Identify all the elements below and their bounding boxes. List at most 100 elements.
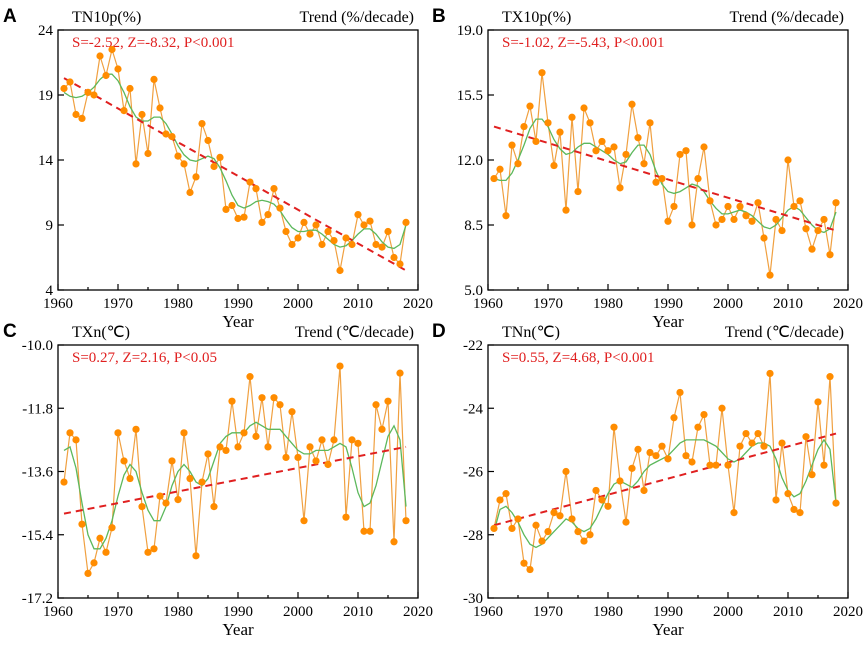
- data-point: [658, 442, 666, 450]
- data-point: [742, 429, 750, 438]
- data-point: [646, 448, 654, 457]
- data-point: [144, 548, 152, 556]
- data-point: [348, 436, 356, 444]
- x-tick-label: 1960: [43, 296, 73, 312]
- data-point: [150, 545, 158, 553]
- data-point: [712, 221, 720, 229]
- y-tick-label: -17.2: [22, 591, 53, 607]
- panel-label: A: [3, 6, 17, 27]
- y-tick-label: -22: [463, 338, 483, 354]
- data-point: [276, 204, 284, 212]
- data-point: [78, 114, 86, 122]
- data-point: [132, 425, 140, 433]
- panel-a: A TN10p(%) Trend (%/decade) S=-2.52, Z=-8.3…: [3, 6, 433, 331]
- data-point: [216, 153, 224, 161]
- data-point: [282, 227, 290, 236]
- y-tick-label: -28: [463, 528, 483, 544]
- data-point: [60, 84, 68, 93]
- data-point: [372, 401, 380, 409]
- data-point: [754, 199, 762, 207]
- data-point: [556, 128, 564, 136]
- y-tick-label: -11.8: [22, 401, 53, 417]
- panel-d: D TNn(℃) Trend (℃/decade) S=0.55, Z=4.68, P…: [432, 321, 863, 639]
- data-point: [72, 110, 80, 119]
- data-point: [802, 433, 810, 441]
- data-point: [108, 45, 116, 54]
- data-point: [192, 552, 200, 560]
- data-point: [228, 201, 236, 210]
- data-point: [784, 156, 792, 164]
- data-point: [174, 496, 182, 504]
- x-tick-label: 1970: [103, 604, 133, 620]
- data-point: [670, 202, 678, 211]
- data-point: [676, 150, 684, 159]
- data-point: [676, 388, 684, 397]
- data-point: [712, 461, 720, 469]
- x-tick-label: 2000: [713, 296, 743, 312]
- data-point: [784, 490, 792, 498]
- y-tick-label: -24: [463, 401, 483, 417]
- data-point: [144, 149, 152, 158]
- data-point: [120, 457, 128, 465]
- data-point: [550, 509, 558, 517]
- data-point: [204, 136, 212, 145]
- data-point: [294, 234, 302, 242]
- data-point: [580, 104, 588, 112]
- stat-text: S=-2.52, Z=-8.32, P<0.001: [72, 35, 234, 51]
- data-point: [330, 237, 338, 245]
- data-point: [796, 197, 804, 205]
- data-point: [96, 534, 104, 542]
- x-tick-label: 2010: [343, 604, 373, 620]
- x-axis-label: Year: [652, 620, 684, 639]
- x-tick-label: 1970: [103, 296, 133, 312]
- trend-unit-label: Trend (℃/decade): [725, 324, 844, 341]
- data-point: [682, 147, 690, 155]
- panel-title: TXn(℃): [72, 324, 130, 341]
- data-point: [246, 373, 254, 381]
- data-point: [72, 436, 80, 444]
- y-tick-label: 15.5: [457, 88, 483, 104]
- data-point: [270, 394, 278, 402]
- data-point: [180, 429, 188, 437]
- y-tick-label: 5.0: [464, 283, 483, 299]
- data-point: [640, 486, 648, 495]
- data-point: [324, 460, 332, 469]
- trend-line: [63, 445, 407, 515]
- data-point: [84, 88, 92, 96]
- trend-unit-label: Trend (%/decade): [300, 9, 414, 26]
- x-tick-label: 2010: [343, 296, 373, 312]
- data-point: [270, 185, 278, 193]
- data-point: [508, 141, 516, 149]
- data-point: [814, 398, 822, 406]
- x-tick-label: 1960: [473, 604, 503, 620]
- data-point: [658, 174, 666, 183]
- x-tick-label: 1990: [653, 296, 683, 312]
- data-point: [808, 245, 816, 253]
- data-point: [156, 104, 164, 112]
- data-point: [372, 240, 380, 249]
- data-point: [102, 548, 110, 556]
- y-tick-label: -26: [463, 465, 483, 481]
- data-point: [114, 65, 122, 73]
- panel-c: C TXn(℃) Trend (℃/decade) S=0.27, Z=2.16, P…: [3, 321, 433, 639]
- data-point: [538, 537, 546, 545]
- data-point: [384, 397, 392, 405]
- data-point: [138, 503, 146, 511]
- data-point: [396, 260, 404, 268]
- data-point: [772, 496, 780, 504]
- data-point: [736, 442, 744, 450]
- data-point: [766, 369, 774, 378]
- y-tick-label: 19.0: [457, 23, 483, 39]
- series-observed-line: [493, 373, 837, 571]
- data-point: [790, 202, 798, 211]
- x-tick-label: 2020: [403, 604, 433, 620]
- data-point: [604, 502, 612, 510]
- x-tick-label: 2020: [833, 604, 863, 620]
- data-point: [264, 443, 272, 451]
- data-point: [490, 524, 498, 533]
- data-point: [496, 165, 504, 173]
- data-point: [384, 227, 392, 236]
- y-tick-label: 8.5: [464, 218, 483, 234]
- data-point: [646, 119, 654, 127]
- data-point: [706, 461, 714, 469]
